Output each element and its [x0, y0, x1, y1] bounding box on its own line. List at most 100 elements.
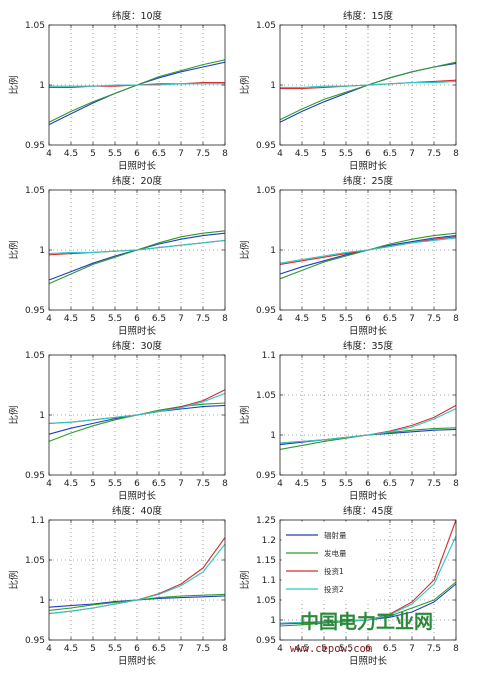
- x-axis-label: 日照时长: [118, 490, 157, 502]
- y-tick-label: 0.95: [25, 141, 45, 151]
- x-tick-label: 8: [453, 479, 459, 489]
- y-axis-label: 比例: [239, 405, 251, 424]
- chart-title: 纬度：45度: [343, 505, 394, 517]
- series-line-4: [279, 408, 457, 444]
- x-tick-label: 4.5: [64, 644, 78, 654]
- x-tick-label: 7: [409, 479, 415, 489]
- chart-title: 纬度：10度: [112, 10, 163, 22]
- series-line-4: [280, 80, 457, 88]
- x-tick-label: 6: [365, 314, 371, 324]
- y-axis-label: 比例: [239, 75, 251, 94]
- y-tick-label: 1.1: [262, 576, 276, 586]
- y-tick-label: 1.05: [256, 21, 276, 31]
- y-tick-label: 1.05: [25, 556, 45, 566]
- x-tick-label: 5.5: [108, 479, 122, 489]
- x-tick-label: 5: [321, 314, 327, 324]
- x-tick-label: 4: [277, 149, 283, 159]
- y-tick-label: 0.95: [25, 636, 45, 646]
- axes-frame: [279, 24, 457, 146]
- x-tick-label: 5: [321, 479, 327, 489]
- x-tick-label: 6: [365, 479, 371, 489]
- x-tick-label: 6: [134, 479, 140, 489]
- x-tick-label: 7: [409, 644, 415, 654]
- legend-label: 投资1: [324, 566, 344, 576]
- y-tick-label: 1: [39, 246, 45, 256]
- y-tick-label: 1.05: [256, 391, 276, 401]
- y-tick-label: 1: [39, 411, 45, 421]
- x-tick-label: 6: [134, 644, 140, 654]
- y-tick-label: 1.05: [25, 186, 45, 196]
- y-tick-label: 1: [270, 246, 276, 256]
- x-tick-label: 5.5: [108, 149, 122, 159]
- series-line-4: [48, 392, 226, 424]
- x-tick-label: 4.5: [64, 149, 78, 159]
- x-tick-label: 4.5: [295, 479, 309, 489]
- x-tick-label: 7: [178, 149, 184, 159]
- x-tick-label: 4: [46, 644, 52, 654]
- x-axis-label: 日照时长: [349, 655, 388, 667]
- y-tick-label: 1.05: [256, 186, 276, 196]
- x-tick-label: 6: [365, 149, 371, 159]
- legend-label: 发电量: [324, 548, 347, 558]
- y-axis-label: 比例: [8, 75, 20, 94]
- chart-title: 纬度：25度: [343, 175, 394, 187]
- y-tick-label: 1.1: [31, 516, 45, 526]
- x-tick-label: 5: [90, 314, 96, 324]
- x-tick-label: 6.5: [152, 149, 166, 159]
- x-tick-label: 6: [134, 314, 140, 324]
- x-tick-label: 7: [178, 479, 184, 489]
- series-line-4: [48, 239, 226, 255]
- x-tick-label: 4: [46, 479, 52, 489]
- x-tick-label: 4.5: [64, 314, 78, 324]
- y-tick-label: 1: [270, 431, 276, 441]
- y-tick-label: 1: [39, 81, 45, 91]
- x-axis-label: 日照时长: [349, 490, 388, 502]
- axes-frame: [48, 24, 226, 146]
- x-tick-label: 4: [277, 479, 283, 489]
- x-tick-label: 4: [277, 314, 283, 324]
- y-axis-label: 比例: [8, 405, 20, 424]
- y-tick-label: 1.25: [256, 516, 276, 526]
- x-tick-label: 8: [222, 644, 228, 654]
- series-line-4: [48, 543, 226, 615]
- x-tick-label: 7.5: [427, 314, 441, 324]
- y-axis-label: 比例: [8, 570, 20, 589]
- x-tick-label: 5.5: [339, 644, 353, 654]
- x-tick-label: 5: [90, 479, 96, 489]
- x-tick-label: 4: [46, 314, 52, 324]
- x-tick-label: 7.5: [427, 149, 441, 159]
- axes-frame: [279, 354, 457, 476]
- x-tick-label: 5.5: [339, 314, 353, 324]
- y-tick-label: 1: [270, 81, 276, 91]
- y-tick-label: 0.95: [256, 471, 276, 481]
- y-tick-label: 1.15: [256, 556, 276, 566]
- x-axis-label: 日照时长: [118, 655, 157, 667]
- x-axis-label: 日照时长: [118, 160, 157, 172]
- x-tick-label: 7: [178, 314, 184, 324]
- watermark-url-text: www.cepow.com: [290, 643, 372, 655]
- y-tick-label: 1.2: [262, 536, 276, 546]
- x-axis-label: 日照时长: [349, 325, 388, 337]
- x-tick-label: 7.5: [196, 314, 210, 324]
- x-tick-label: 8: [453, 149, 459, 159]
- chart-title: 纬度：15度: [343, 10, 394, 22]
- x-tick-label: 6.5: [383, 644, 397, 654]
- x-tick-label: 4: [46, 149, 52, 159]
- series-line-4: [279, 535, 457, 624]
- chart-title: 纬度：35度: [343, 340, 394, 352]
- legend-label: 投资2: [324, 584, 344, 594]
- y-tick-label: 0.95: [25, 471, 45, 481]
- y-tick-label: 1: [39, 596, 45, 606]
- x-tick-label: 8: [453, 644, 459, 654]
- x-tick-label: 4.5: [295, 644, 309, 654]
- axes-frame: [279, 519, 457, 641]
- axes-frame: [48, 189, 226, 311]
- watermark-main-text: 中国电力工业网: [300, 610, 433, 633]
- y-tick-label: 0.95: [256, 636, 276, 646]
